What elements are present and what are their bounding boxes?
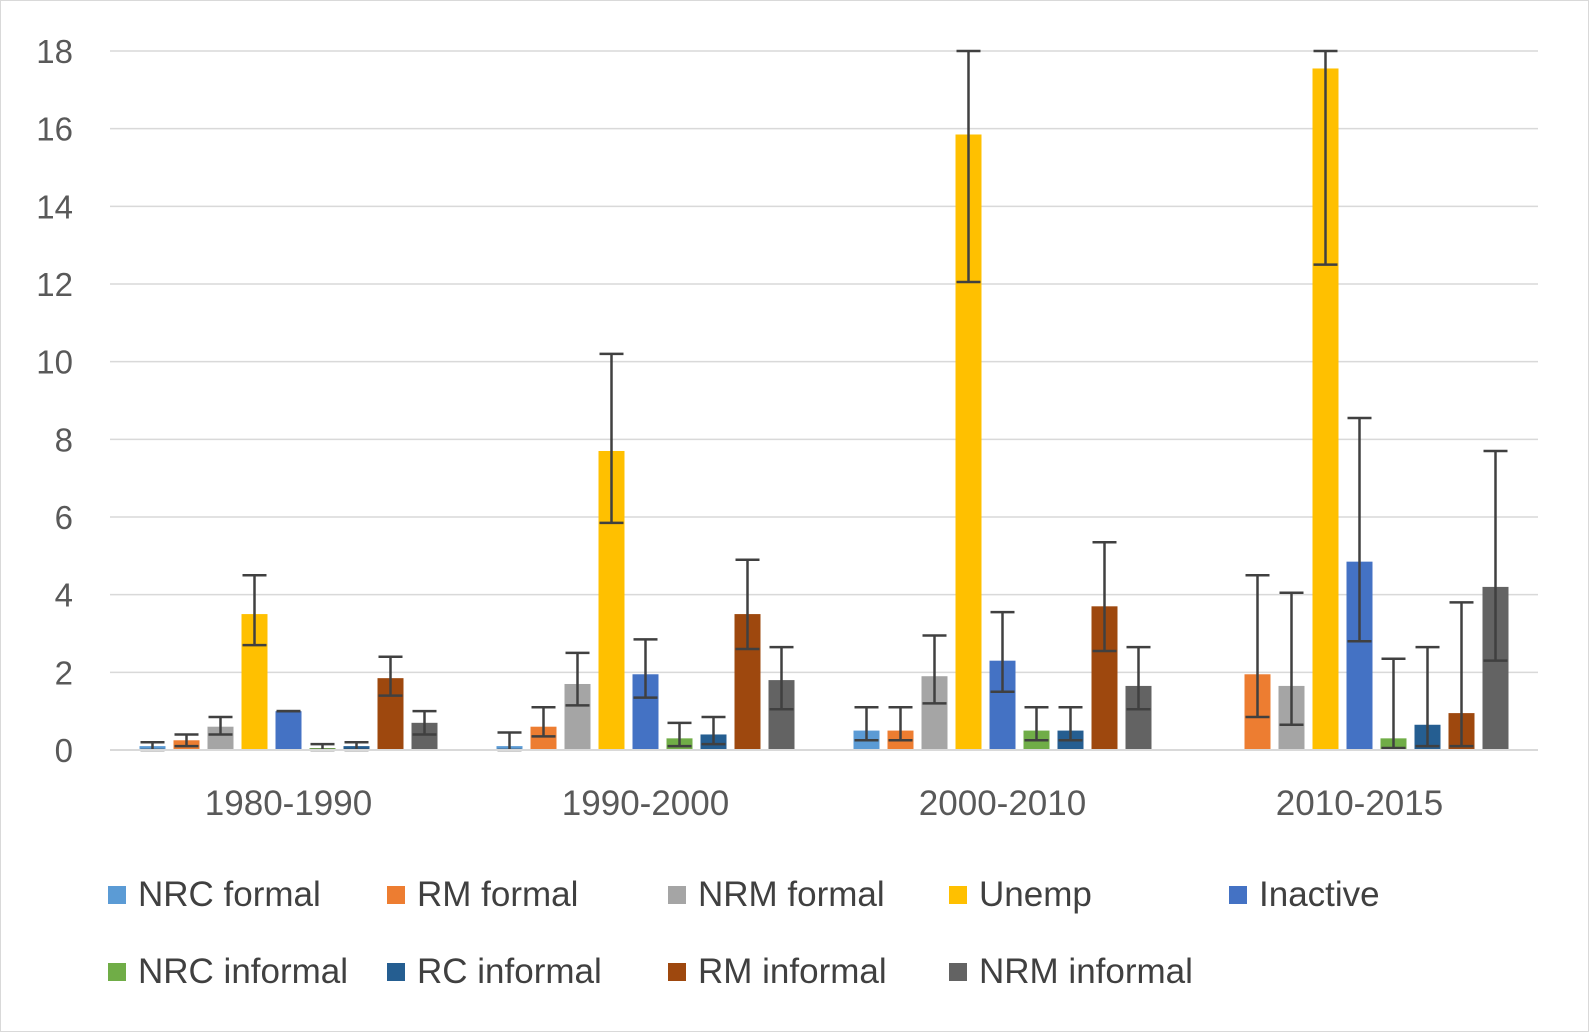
error-bar [1092,540,1117,653]
bar [207,726,234,750]
error-bar [1024,706,1049,742]
error-bar [1483,449,1508,662]
error-bar [1449,601,1474,748]
y-tick-label: 12 [36,266,73,303]
error-bar [174,733,199,748]
error-bar [1126,645,1151,711]
error-bars [140,49,1508,752]
error-bar [1381,657,1406,750]
bars [139,68,1509,751]
error-bar [990,610,1015,693]
y-tick-label: 2 [55,654,73,691]
x-tick-label: 2010-2015 [1276,784,1443,823]
error-bar [208,715,233,736]
error-bar [888,706,913,742]
error-bar [1347,416,1372,643]
y-axis: 0 2 4 6 8 10 12 14 16 18 [36,33,73,769]
gridlines [110,50,1538,674]
y-tick-label: 14 [36,188,73,225]
error-bar [701,715,726,746]
y-tick-label: 18 [36,33,73,70]
error-bar [1313,49,1338,266]
error-bar [1058,706,1083,742]
error-bar [1279,591,1304,727]
error-bar [1245,574,1270,719]
error-bar [735,558,760,651]
x-tick-label: 1980-1990 [205,784,372,823]
bar [530,726,557,750]
error-bar [922,634,947,705]
error-bar [633,638,658,699]
x-tick-label: 2000-2010 [919,784,1086,823]
error-bar [378,655,403,697]
y-tick-label: 10 [36,344,73,381]
error-bar [667,721,692,748]
y-tick-label: 6 [55,499,73,536]
error-bar [599,352,624,525]
bar [275,711,302,750]
error-bar [956,49,981,284]
y-tick-label: 16 [36,111,73,148]
error-bar [565,651,590,707]
x-axis: 1980-1990 1990-2000 2000-2010 2010-2015 [205,784,1443,823]
error-bar [242,574,267,647]
x-tick-label: 1990-2000 [562,784,729,823]
y-tick-label: 0 [55,732,73,769]
y-tick-label: 4 [55,577,73,614]
error-bar [1415,645,1440,748]
error-bar [769,645,794,711]
error-bar [854,706,879,742]
error-bar [531,706,556,738]
y-tick-label: 8 [55,421,73,458]
error-bar [412,709,437,736]
